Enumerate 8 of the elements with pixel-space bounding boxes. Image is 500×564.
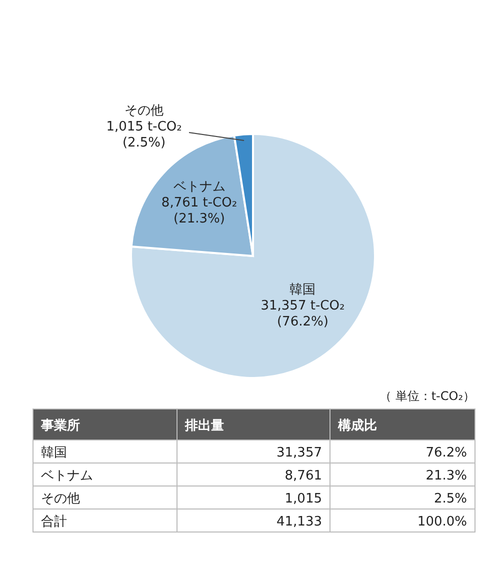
slice-label: その他: [124, 103, 164, 118]
data-label: 31,357 t-CO₂ (76.2%): [260, 298, 345, 330]
table: 事業所 排出量 構成比 韓国 31,357 76.2% ベトナム 8,761 21.3% その他 1,015 2.5% 合計 41,133 100.0%: [32, 408, 476, 532]
text: （ 単位：t-CO₂）: [380, 389, 475, 403]
data-label: 8,761 t-CO₂ (21.3%): [161, 195, 238, 226]
slice-label: 韓国: [290, 282, 316, 298]
data-label: 1,015 t-CO₂ (2.5%): [106, 119, 182, 150]
slice-label: ベトナム: [173, 179, 226, 194]
